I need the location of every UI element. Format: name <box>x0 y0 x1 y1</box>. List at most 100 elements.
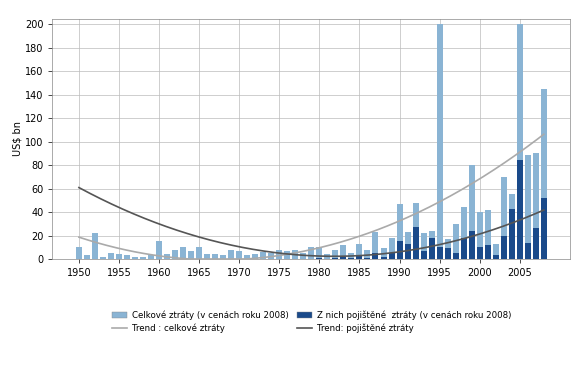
Trend: pojištěné ztráty: (1.98e+03, 2.31): pojištěné ztráty: (1.98e+03, 2.31) <box>331 254 338 259</box>
Bar <box>332 250 338 259</box>
Trend : celkové ztráty: (1.98e+03, 18.4): celkové ztráty: (1.98e+03, 18.4) <box>352 235 359 240</box>
Bar <box>244 255 250 259</box>
Bar <box>164 254 170 259</box>
Bar <box>132 257 138 259</box>
Bar <box>453 253 459 259</box>
Bar <box>421 233 427 259</box>
Bar <box>493 244 499 259</box>
Bar <box>477 212 482 259</box>
Bar <box>308 247 314 259</box>
Trend: pojištěné ztráty: (1.99e+03, 3.16): pojištěné ztráty: (1.99e+03, 3.16) <box>361 253 368 258</box>
Bar <box>509 195 514 259</box>
Trend : celkové ztráty: (1.98e+03, 18.8): celkové ztráty: (1.98e+03, 18.8) <box>354 235 361 239</box>
Bar <box>445 248 450 259</box>
Legend: Celkové ztráty (v cenách roku 2008), Trend : celkové ztráty, Z nich pojištěné  z: Celkové ztráty (v cenách roku 2008), Tre… <box>108 307 514 337</box>
Bar <box>196 247 202 259</box>
Bar <box>204 254 210 259</box>
Bar <box>404 244 410 259</box>
Bar <box>469 231 475 259</box>
Bar <box>381 257 386 259</box>
Bar <box>517 24 523 259</box>
Bar <box>349 258 354 259</box>
Bar <box>364 258 371 259</box>
Bar <box>541 89 547 259</box>
Bar <box>317 247 322 259</box>
Bar <box>533 229 539 259</box>
Bar <box>501 177 507 259</box>
Bar <box>436 247 443 259</box>
Bar <box>413 203 418 259</box>
Trend : celkové ztráty: (2e+03, 80.5): celkové ztráty: (2e+03, 80.5) <box>498 162 505 167</box>
Bar <box>413 227 418 259</box>
Bar <box>421 251 427 259</box>
Bar <box>396 241 403 259</box>
Trend : celkové ztráty: (1.99e+03, 21): celkové ztráty: (1.99e+03, 21) <box>361 232 368 236</box>
Bar <box>252 254 258 259</box>
Bar <box>140 257 146 259</box>
Y-axis label: US$ bn: US$ bn <box>12 121 22 156</box>
Bar <box>356 255 363 259</box>
Bar <box>220 255 226 259</box>
Bar <box>260 252 267 259</box>
Bar <box>317 258 322 259</box>
Bar <box>92 233 98 259</box>
Bar <box>212 254 218 259</box>
Bar <box>268 253 274 259</box>
Bar <box>381 248 386 259</box>
Bar <box>364 250 371 259</box>
Bar <box>389 253 395 259</box>
Line: Trend: pojištěné ztráty: Trend: pojištěné ztráty <box>79 188 544 256</box>
Bar <box>396 204 403 259</box>
Bar <box>300 253 306 259</box>
Trend : celkové ztráty: (2.01e+03, 106): celkové ztráty: (2.01e+03, 106) <box>540 132 547 137</box>
Trend : celkové ztráty: (1.96e+03, 0): celkové ztráty: (1.96e+03, 0) <box>187 257 194 261</box>
Bar <box>156 241 162 259</box>
Bar <box>116 254 122 259</box>
Bar <box>76 247 82 259</box>
Trend: pojištěné ztráty: (1.98e+03, 2.72): pojištěné ztráty: (1.98e+03, 2.72) <box>352 253 359 258</box>
Bar <box>453 224 459 259</box>
Bar <box>340 257 346 259</box>
Bar <box>349 253 354 259</box>
Bar <box>389 238 395 259</box>
Trend: pojištěné ztráty: (2e+03, 27.5): pojištěné ztráty: (2e+03, 27.5) <box>498 225 505 229</box>
Bar <box>493 255 499 259</box>
Bar <box>180 247 186 259</box>
Bar <box>285 251 290 259</box>
Trend : celkové ztráty: (1.95e+03, 18.2): celkové ztráty: (1.95e+03, 18.2) <box>77 235 84 240</box>
Bar <box>428 238 435 259</box>
Bar <box>541 198 547 259</box>
Bar <box>517 161 523 259</box>
Bar <box>188 251 194 259</box>
Bar <box>469 165 475 259</box>
Bar <box>340 245 346 259</box>
Bar <box>501 236 507 259</box>
Bar <box>276 250 282 259</box>
Trend : celkové ztráty: (1.95e+03, 18.6): celkové ztráty: (1.95e+03, 18.6) <box>76 235 83 239</box>
Trend: pojištěné ztráty: (2.01e+03, 41.8): pojištěné ztráty: (2.01e+03, 41.8) <box>540 208 547 212</box>
Trend: pojištěné ztráty: (1.95e+03, 60.9): pojištěné ztráty: (1.95e+03, 60.9) <box>76 185 83 190</box>
Trend: pojištěné ztráty: (1.98e+03, 2.78): pojištěné ztráty: (1.98e+03, 2.78) <box>354 253 361 258</box>
Bar <box>356 244 363 259</box>
Bar <box>533 154 539 259</box>
Trend: pojištěné ztráty: (2e+03, 19.4): pojištěné ztráty: (2e+03, 19.4) <box>469 234 475 238</box>
Bar <box>236 251 242 259</box>
Bar <box>148 255 154 259</box>
Bar <box>485 210 491 259</box>
Bar <box>436 24 443 259</box>
Bar <box>428 231 435 259</box>
Bar <box>228 250 234 259</box>
Bar <box>324 254 331 259</box>
Bar <box>372 253 378 259</box>
Bar <box>477 247 482 259</box>
Bar <box>84 255 90 259</box>
Bar <box>372 232 378 259</box>
Bar <box>172 250 178 259</box>
Bar <box>485 245 491 259</box>
Bar <box>509 209 514 259</box>
Bar <box>124 255 130 259</box>
Bar <box>108 253 114 259</box>
Bar <box>460 207 467 259</box>
Bar <box>525 243 531 259</box>
Bar <box>292 250 299 259</box>
